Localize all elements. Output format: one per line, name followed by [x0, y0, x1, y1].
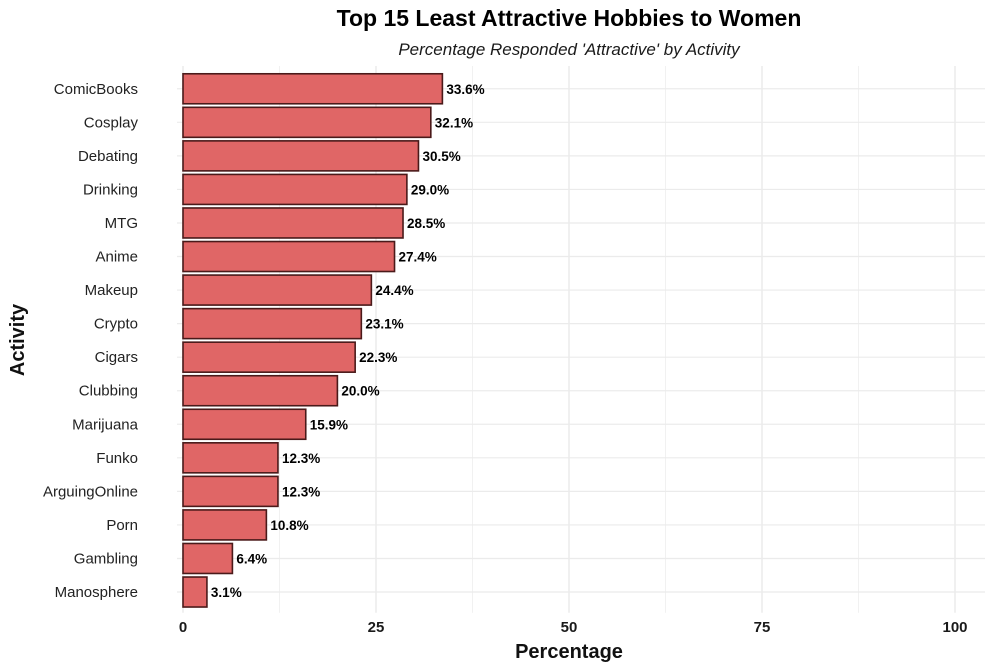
bar — [182, 274, 373, 306]
bars-group — [182, 72, 444, 608]
data-label: 24.4% — [375, 283, 413, 298]
chart-subtitle: Percentage Responded 'Attractive' by Act… — [398, 40, 741, 59]
bar — [182, 576, 208, 608]
category-label: Makeup — [85, 282, 138, 299]
x-tick-label: 100 — [942, 619, 967, 636]
bar — [182, 475, 279, 508]
category-label: Clubbing — [79, 383, 138, 400]
category-label: ComicBooks — [54, 81, 138, 98]
category-label: Crypto — [94, 316, 138, 333]
data-labels: 33.6% 32.1% 30.5% 29.0% 28.5% 27.4% 24.4% 23.1%… — [211, 82, 485, 600]
bar — [182, 240, 396, 273]
x-tick-label: 0 — [179, 619, 187, 636]
data-label: 27.4% — [399, 250, 437, 265]
category-label: Drinking — [83, 181, 138, 198]
bar — [182, 408, 307, 441]
bar — [182, 207, 404, 239]
bar — [182, 106, 432, 139]
category-label: Funko — [96, 450, 138, 467]
category-label: Anime — [95, 249, 138, 266]
x-axis-title: Percentage — [515, 641, 623, 663]
data-label: 3.1% — [211, 585, 242, 600]
data-label: 22.3% — [359, 350, 397, 365]
x-tick-label: 25 — [368, 619, 385, 636]
chart-title: Top 15 Least Attractive Hobbies to Women — [337, 5, 802, 31]
bar — [182, 341, 356, 373]
bar — [182, 374, 339, 407]
data-label: 28.5% — [407, 216, 445, 231]
x-tick-label: 75 — [754, 619, 771, 636]
category-label: Gambling — [74, 550, 138, 567]
data-label: 10.8% — [270, 518, 308, 533]
data-label: 20.0% — [341, 384, 379, 399]
data-label: 12.3% — [282, 451, 320, 466]
category-label: Debating — [78, 148, 138, 165]
data-label: 23.1% — [365, 317, 403, 332]
x-tick-labels: 0 25 50 75 100 — [179, 619, 968, 636]
bar — [182, 140, 420, 172]
category-label: Cigars — [95, 349, 138, 366]
category-label: MTG — [105, 215, 138, 232]
bar — [182, 542, 234, 575]
data-label: 15.9% — [310, 417, 348, 432]
data-label: 29.0% — [411, 182, 449, 197]
y-axis-title: Activity — [7, 303, 29, 376]
category-label: Manosphere — [55, 584, 138, 601]
category-label: Marijuana — [72, 416, 139, 433]
category-label: ArguingOnline — [43, 483, 138, 500]
data-label: 33.6% — [446, 82, 484, 97]
bar — [182, 509, 268, 541]
bar — [182, 442, 279, 474]
category-labels: ComicBooks Cosplay Debating Drinking MTG Anim… — [43, 81, 139, 601]
x-tick-label: 50 — [561, 619, 578, 636]
data-label: 6.4% — [236, 551, 267, 566]
data-label: 30.5% — [422, 149, 460, 164]
bar — [182, 173, 408, 206]
data-label: 12.3% — [282, 484, 320, 499]
data-label: 32.1% — [435, 115, 473, 130]
bar — [182, 307, 363, 340]
category-label: Porn — [106, 517, 138, 534]
bar — [182, 72, 444, 105]
category-label: Cosplay — [84, 114, 139, 131]
